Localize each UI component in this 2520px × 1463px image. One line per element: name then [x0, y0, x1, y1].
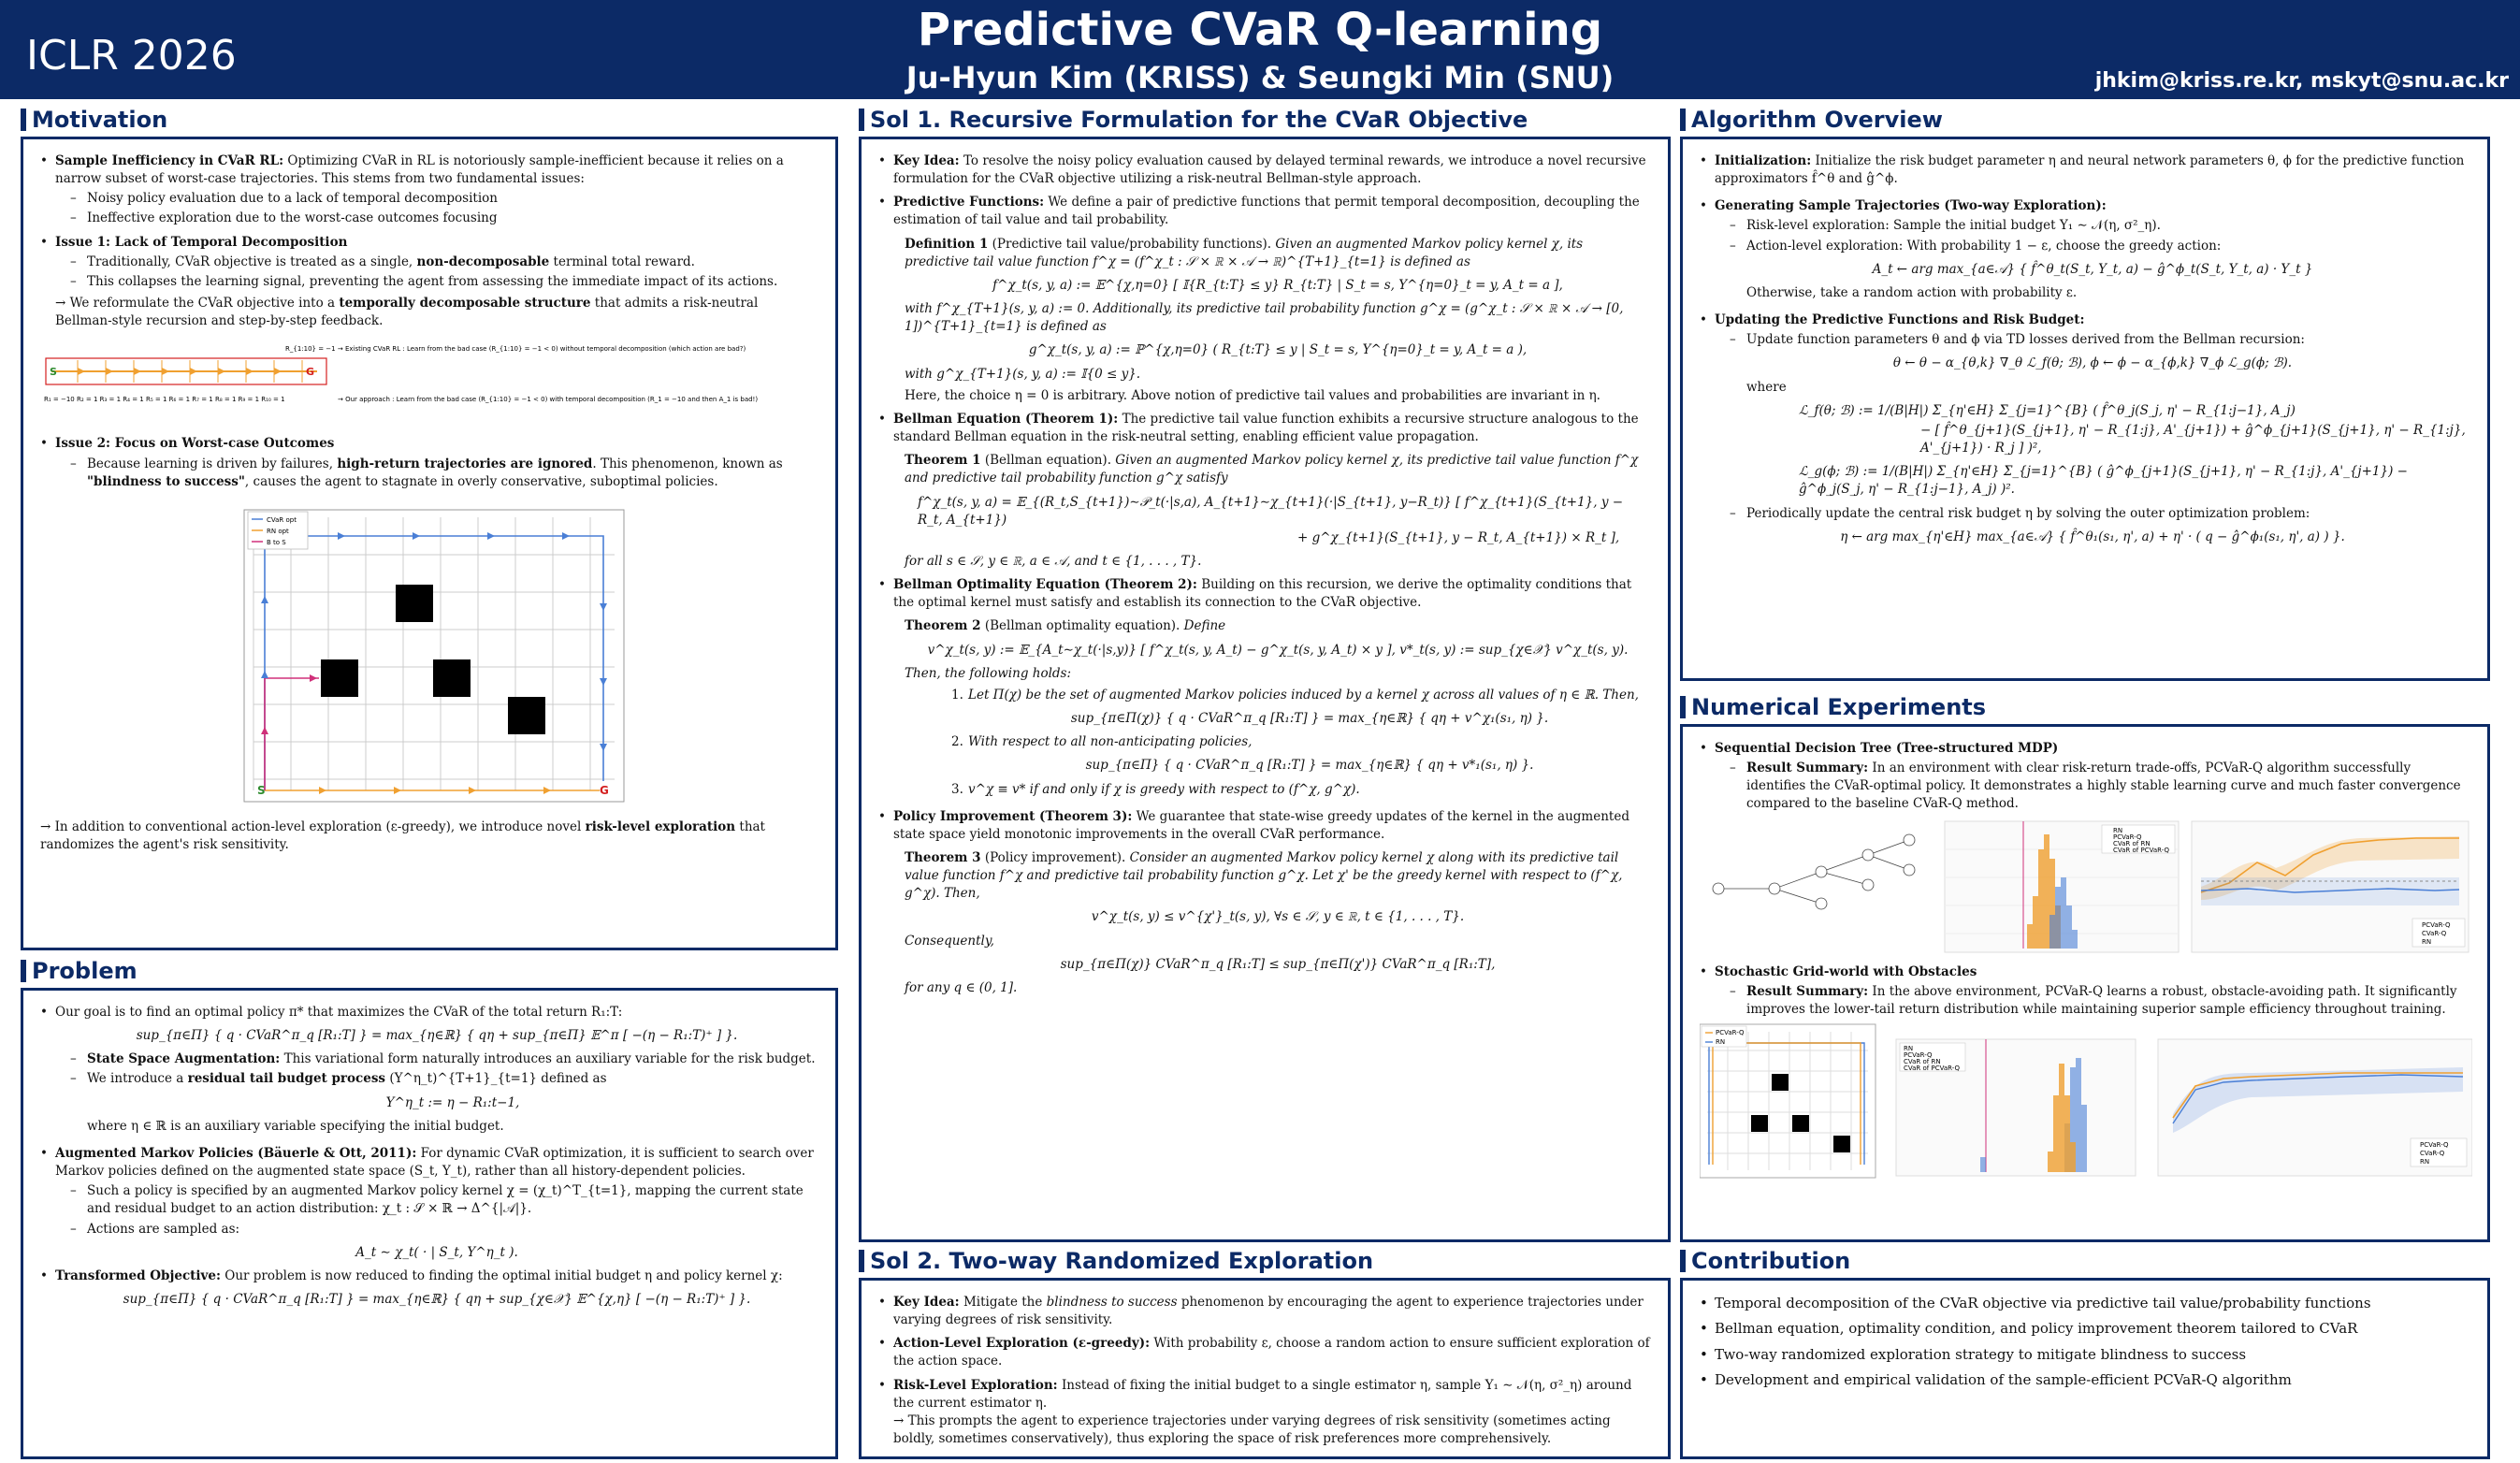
fig1-rewards: R₁ = −10 R₂ = 1 R₃ = 1 R₄ = 1 R₅ = 1 R₆ … [44, 396, 285, 403]
problem-box: Our goal is to find an optimal policy π*… [21, 988, 838, 1459]
bullet-key-idea: Key Idea: To resolve the noisy policy ev… [878, 152, 1651, 188]
obstacle [396, 584, 433, 622]
conference-name: ICLR 2026 [26, 32, 237, 80]
obstacle [321, 659, 358, 697]
bullet-decision-tree: Sequential Decision Tree (Tree-structure… [1700, 740, 2470, 814]
contribution-item: Two-way randomized exploration strategy … [1700, 1345, 2470, 1366]
bullet-generating-trajectories: Generating Sample Trajectories (Two-way … [1700, 197, 2470, 302]
bullet-risk-level: Risk-Level Exploration: Instead of fixin… [878, 1377, 1651, 1449]
bullet-sol2-key-idea: Key Idea: Mitigate the blindness to succ… [878, 1294, 1651, 1329]
bullet-initialization: Initialization: Initialize the risk budg… [1700, 152, 2470, 188]
fig1-label-ours: → Our approach : Learn from the bad case… [338, 396, 758, 403]
svg-text:PCVaR-Q: PCVaR-Q [1904, 1051, 1933, 1059]
decision-tree-figures: RN PCVaR-Q CVaR of RN CVaR of PCVaR-Q PC… [1712, 820, 2469, 953]
obstacle [433, 659, 471, 697]
bullet-issue-2: Issue 2: Focus on Worst-case Outcomes Be… [40, 435, 818, 490]
bullet-sample-inefficiency: Sample Inefficiency in CVaR RL: Optimizi… [40, 152, 818, 228]
risk-level-exploration-note: → In addition to conventional action-lev… [40, 818, 765, 853]
poster-title: Predictive CVaR Q-learning [917, 4, 1603, 56]
algo-heading: Algorithm Overview [1680, 107, 1943, 133]
contribution-heading: Contribution [1680, 1248, 1850, 1274]
poster-header: ICLR 2026 Predictive CVaR Q-learning Ju-… [0, 0, 2520, 99]
svg-text:PCVaR-Q: PCVaR-Q [2113, 833, 2142, 841]
equation-budget-process: Y^η_t := η − R₁:t−1, [385, 1094, 520, 1110]
goal-marker: G [306, 366, 314, 378]
equation-transformed-objective: sup_{π∈Π} { q · CVaR^π_q [R₁:T] } = max_… [123, 1292, 751, 1308]
tree-mdp-diagram [1712, 833, 1916, 910]
contribution-item: Development and empirical validation of … [1700, 1370, 2470, 1391]
svg-text:PCVaR-Q: PCVaR-Q [1716, 1029, 1745, 1036]
numerical-heading: Numerical Experiments [1680, 694, 1986, 720]
learning-curve: PCVaR-Q CVaR-Q RN [2191, 820, 2469, 953]
svg-text:RN: RN [2113, 827, 2122, 834]
algo-box: Initialization: Initialize the risk budg… [1680, 137, 2490, 681]
svg-text:CVaR of RN: CVaR of RN [1904, 1058, 1941, 1065]
svg-text:CVaR-Q: CVaR-Q [2422, 930, 2447, 937]
svg-text:RN: RN [1904, 1045, 1913, 1052]
motivation-box: Sample Inefficiency in CVaR RL: Optimizi… [21, 137, 838, 950]
bullet-transformed-objective: Transformed Objective: Our problem is no… [40, 1267, 818, 1309]
definition-1: Definition 1 (Predictive tail value/prob… [905, 236, 1624, 403]
contribution-item: Temporal decomposition of the CVaR objec… [1700, 1294, 2470, 1314]
gridworld-histogram: RN PCVaR-Q CVaR of RN CVaR of PCVaR-Q [1895, 1038, 2136, 1177]
svg-text:RN: RN [2420, 1158, 2429, 1166]
svg-text:CVaR-Q: CVaR-Q [2420, 1150, 2445, 1157]
svg-text:CVaR of PCVaR-Q: CVaR of PCVaR-Q [2113, 847, 2169, 854]
fig1-label-existing: R_{1:10} = −1 → Existing CVaR RL : Learn… [285, 345, 746, 353]
motivation-heading: Motivation [21, 107, 167, 133]
bullet-action-level: Action-Level Exploration (ε-greedy): Wit… [878, 1335, 1651, 1370]
sol1-heading: Sol 1. Recursive Formulation for the CVa… [859, 107, 1528, 133]
sol2-heading: Sol 2. Two-way Randomized Exploration [859, 1248, 1373, 1274]
bullet-bellman-optimality: Bellman Optimality Equation (Theorem 2):… [878, 576, 1651, 612]
numerical-box: Sequential Decision Tree (Tree-structure… [1680, 724, 2490, 1242]
theorem-3: Theorem 3 (Policy improvement). Consider… [905, 850, 1623, 995]
bullet-bellman-equation: Bellman Equation (Theorem 1): The predic… [878, 411, 1651, 446]
svg-text:CVaR of PCVaR-Q: CVaR of PCVaR-Q [1904, 1065, 1960, 1072]
return-histogram: RN PCVaR-Q CVaR of RN CVaR of PCVaR-Q [1944, 820, 2180, 953]
contribution-box: Temporal decomposition of the CVaR objec… [1680, 1278, 2490, 1459]
obstacle-grid: PCVaR-Q RN [1700, 1023, 1876, 1179]
svg-text:G: G [600, 784, 609, 797]
bullet-issue-1: Issue 1: Lack of Temporal Decomposition … [40, 234, 818, 331]
equation-cvar-variational: sup_{π∈Π} { q · CVaR^π_q [R₁:T] } = max_… [136, 1028, 738, 1044]
bullet-goal: Our goal is to find an optimal policy π*… [40, 1004, 818, 1136]
obstacle [508, 696, 545, 734]
bullet-augmented-markov: Augmented Markov Policies (Bäuerle & Ott… [40, 1145, 818, 1262]
gridworld-figure: S G CVaR opt RN opt B to S [243, 509, 625, 803]
author-emails: jhkim@kriss.re.kr, mskyt@snu.ac.kr [2094, 69, 2509, 93]
bullet-updating: Updating the Predictive Functions and Ri… [1700, 311, 2470, 546]
svg-text:PCVaR-Q: PCVaR-Q [2422, 921, 2451, 929]
bullet-grid-world: Stochastic Grid-world with Obstacles Res… [1700, 963, 2470, 1019]
svg-text:RN opt: RN opt [267, 528, 289, 535]
gridworld-learning-curve: PCVaR-Q CVaR-Q RN [2157, 1038, 2472, 1177]
theorem-2: Theorem 2 (Bellman optimality equation).… [905, 618, 1639, 797]
svg-text:CVaR opt: CVaR opt [267, 516, 297, 524]
start-marker: S [50, 366, 57, 378]
theorem-1: Theorem 1 (Bellman equation). Given an a… [905, 453, 1639, 569]
problem-heading: Problem [21, 958, 138, 984]
sol1-box: Key Idea: To resolve the noisy policy ev… [859, 137, 1671, 1242]
bullet-policy-improvement: Policy Improvement (Theorem 3): We guara… [878, 808, 1651, 844]
bullet-predictive-functions: Predictive Functions: We define a pair o… [878, 194, 1651, 229]
sol2-box: Key Idea: Mitigate the blindness to succ… [859, 1278, 1671, 1459]
contribution-item: Bellman equation, optimality condition, … [1700, 1319, 2470, 1340]
svg-text:B to S: B to S [267, 539, 286, 546]
svg-text:RN: RN [2422, 938, 2431, 946]
gridworld-experiment-figures: PCVaR-Q RN RN PCVaR-Q CVaR of RN CVaR of… [1700, 1023, 2472, 1179]
temporal-decomposition-figure: S G R_{1:10} = −1 → Existing CVaR RL : L… [44, 345, 758, 403]
svg-text:PCVaR-Q: PCVaR-Q [2420, 1141, 2449, 1149]
equation-action-sampling: A_t ∼ χ_t( · | S_t, Y^η_t ). [355, 1244, 518, 1260]
svg-text:S: S [257, 784, 266, 797]
svg-text:RN: RN [1716, 1038, 1725, 1046]
svg-text:CVaR of RN: CVaR of RN [2113, 840, 2151, 847]
authors: Ju-Hyun Kim (KRISS) & Seungki Min (SNU) [905, 60, 1615, 95]
